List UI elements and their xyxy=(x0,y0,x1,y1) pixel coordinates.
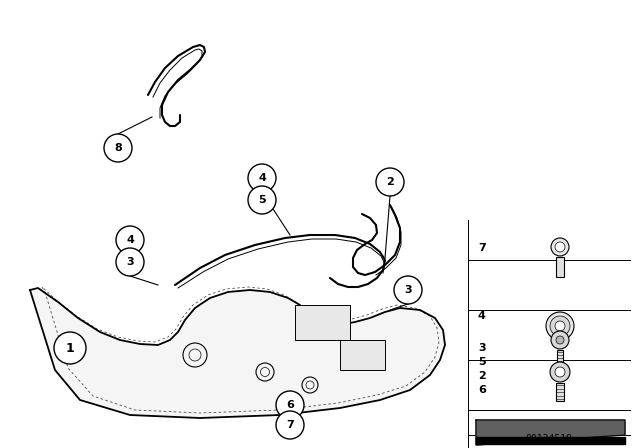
Bar xyxy=(556,383,564,401)
Text: 00134519: 00134519 xyxy=(525,434,573,444)
Circle shape xyxy=(555,321,565,331)
Text: 2: 2 xyxy=(386,177,394,187)
Circle shape xyxy=(555,242,565,252)
Circle shape xyxy=(550,362,570,382)
Text: 3: 3 xyxy=(404,285,412,295)
Circle shape xyxy=(556,336,564,344)
Text: 5: 5 xyxy=(478,357,486,367)
Text: 2: 2 xyxy=(478,371,486,381)
Text: 4: 4 xyxy=(478,311,486,321)
Text: 4: 4 xyxy=(126,235,134,245)
Bar xyxy=(556,257,564,277)
Circle shape xyxy=(248,164,276,192)
Text: 3: 3 xyxy=(126,257,134,267)
Circle shape xyxy=(551,331,569,349)
Bar xyxy=(340,340,385,370)
Circle shape xyxy=(104,134,132,162)
Text: 1: 1 xyxy=(66,341,74,354)
Circle shape xyxy=(550,316,570,336)
Circle shape xyxy=(551,238,569,256)
Circle shape xyxy=(248,186,276,214)
Text: 6: 6 xyxy=(478,385,486,395)
Circle shape xyxy=(555,367,565,377)
Circle shape xyxy=(276,411,304,439)
Bar xyxy=(557,350,563,364)
Text: 7: 7 xyxy=(478,243,486,253)
Polygon shape xyxy=(476,420,625,445)
Circle shape xyxy=(376,168,404,196)
Circle shape xyxy=(116,226,144,254)
Text: 4: 4 xyxy=(258,173,266,183)
Circle shape xyxy=(546,312,574,340)
Circle shape xyxy=(54,332,86,364)
Bar xyxy=(295,305,350,340)
Text: 7: 7 xyxy=(286,420,294,430)
Polygon shape xyxy=(30,288,445,418)
Circle shape xyxy=(276,391,304,419)
Text: 6: 6 xyxy=(286,400,294,410)
Text: 8: 8 xyxy=(114,143,122,153)
Text: 5: 5 xyxy=(258,195,266,205)
Circle shape xyxy=(116,248,144,276)
Text: 3: 3 xyxy=(478,343,486,353)
Circle shape xyxy=(394,276,422,304)
Polygon shape xyxy=(476,437,625,444)
